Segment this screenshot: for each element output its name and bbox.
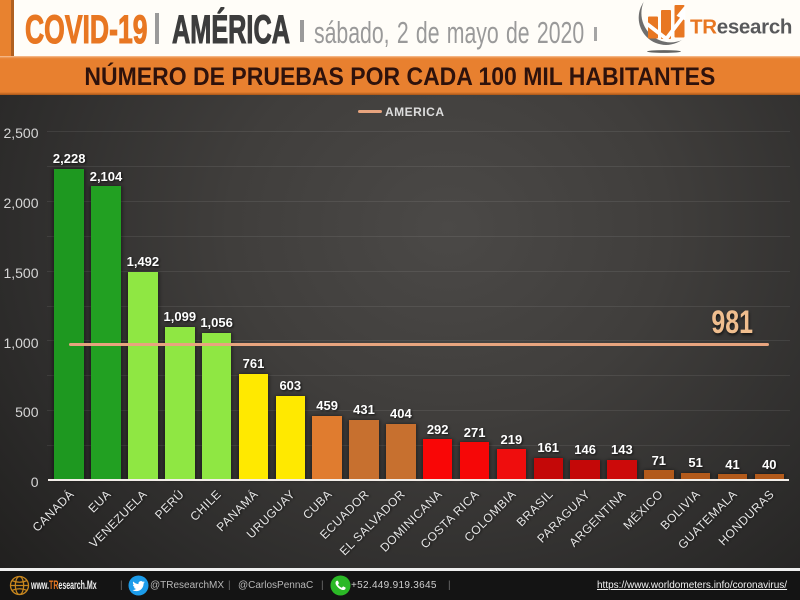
svg-text:TResearch: TResearch (690, 16, 792, 39)
